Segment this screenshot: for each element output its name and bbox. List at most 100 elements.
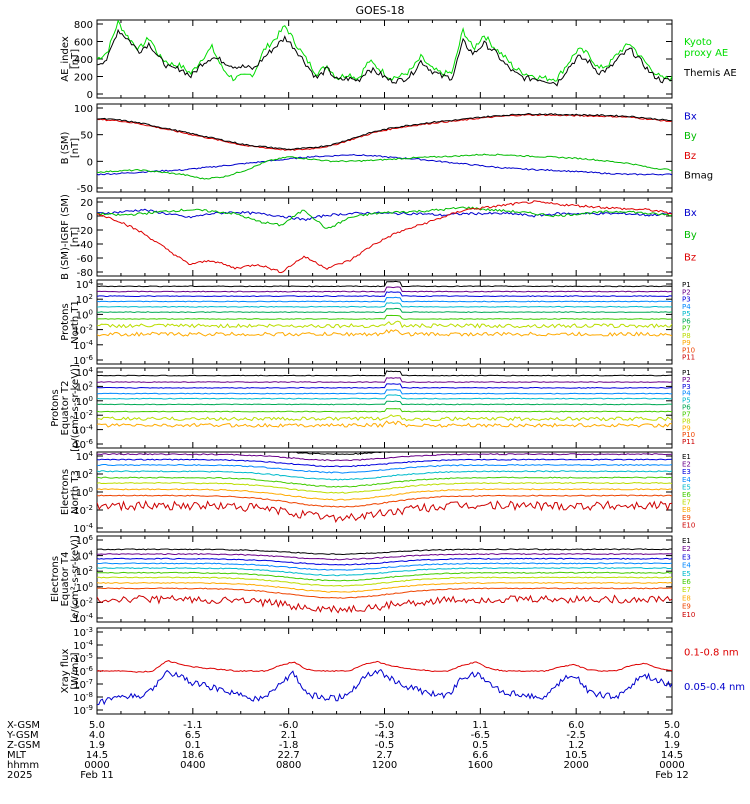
y-tick-label: 10-2 [73, 409, 93, 422]
legend-item: E2 [682, 545, 691, 553]
y-tick-label: -40 [77, 240, 93, 251]
series-line [97, 557, 672, 566]
legend-item: E2 [682, 461, 691, 469]
series-line [97, 302, 672, 308]
legend-item: E9 [682, 514, 691, 522]
ephemeris-row-label: Y-GSM [6, 730, 39, 741]
ephemeris-value: 1200 [372, 760, 397, 771]
ephemeris-value: 2.7 [377, 750, 393, 761]
legend-item: P8 [682, 332, 691, 340]
legend-item: P6 [682, 317, 691, 325]
series-line [97, 587, 672, 599]
series-line [97, 394, 672, 400]
y-tick-label: 10-8 [73, 691, 93, 704]
ephemeris-value: 10.5 [565, 750, 587, 761]
series-line [97, 481, 672, 494]
y-tick-label: -50 [77, 184, 93, 195]
series-line [97, 470, 672, 481]
plot-area [97, 370, 672, 428]
series-line [97, 407, 672, 413]
legend-item: E6 [682, 491, 691, 499]
ephemeris-value: 0.1 [185, 740, 201, 751]
plot-area [97, 20, 672, 87]
ephemeris-value: 6.0 [568, 720, 584, 731]
ephemeris-value: 1.2 [568, 740, 584, 751]
series-line [97, 389, 672, 395]
legend-item: E7 [682, 499, 691, 507]
legend-item: E1 [682, 453, 691, 461]
ephemeris-value: -0.5 [375, 740, 395, 751]
y-tick-label: 102 [76, 293, 93, 306]
legend-item: 0.1-0.8 nm [684, 648, 739, 659]
legend-item: Bx [684, 112, 697, 123]
y-tick-label: 10-7 [73, 678, 93, 691]
y-tick-label: 104 [76, 550, 94, 563]
y-axis-label: AE_index [60, 36, 71, 82]
panel-frame [96, 197, 673, 277]
series-line [97, 420, 672, 428]
series-line [97, 400, 672, 406]
y-axis-label: Protons [60, 303, 71, 340]
legend-item: By [684, 230, 697, 241]
legend-item: Bmag [684, 170, 713, 181]
ephemeris-value: 0000 [84, 760, 109, 771]
legend-item: E8 [682, 506, 691, 514]
y-axis-label: Xray flux [60, 649, 71, 694]
y-tick-label: 10-2 [73, 504, 93, 517]
y-tick-label: 10-4 [73, 424, 93, 437]
legend-item: P10 [682, 431, 695, 439]
y-axis-label: B (SM) [60, 131, 71, 164]
ephemeris-value: -6.5 [471, 730, 491, 741]
series-line [97, 329, 672, 337]
series-line [97, 548, 672, 556]
legend-item: E10 [682, 611, 695, 619]
y-tick-label: 106 [76, 534, 94, 547]
ephemeris-value: -6.0 [279, 720, 299, 731]
series-line [97, 200, 672, 274]
y-tick-label: 102 [76, 380, 93, 393]
ephemeris-value: 14.5 [661, 750, 683, 761]
legend-item: P10 [682, 346, 695, 354]
plot-area [97, 548, 672, 614]
y-axis-label: [p/(cm²-s-sr-keV)] [70, 364, 81, 452]
series-line [97, 383, 672, 389]
series-line [97, 553, 672, 561]
legend-item: P3 [682, 383, 691, 391]
ephemeris-value: -5.0 [375, 720, 395, 731]
series-line [97, 594, 672, 614]
y-axis-label: [nT] [70, 227, 81, 247]
ephemeris-row-label: Z-GSM [7, 740, 40, 751]
ephemeris-value: 1.1 [472, 720, 488, 731]
legend-item: P5 [682, 397, 691, 405]
y-axis-label: [e/(cm²-s-sr-keV)] [70, 535, 81, 623]
y-tick-label: 100 [76, 395, 93, 408]
legend-item: E1 [682, 537, 691, 545]
series-line [97, 576, 672, 587]
series-line [97, 20, 672, 82]
ephemeris-value: 0.5 [472, 740, 488, 751]
series-line [97, 453, 672, 462]
chart-title: GOES-18 [355, 4, 404, 17]
y-axis-label: Protons [50, 389, 61, 426]
legend-item: P2 [682, 288, 691, 296]
series-line [97, 280, 672, 288]
legend-item: P4 [682, 390, 691, 398]
ephemeris-value: 6.5 [185, 730, 201, 741]
panel-8: Xray flux [W/m2] 10-310-410-510-610-710-81… [60, 626, 745, 717]
y-axis-label: [nT] [70, 49, 81, 69]
y-tick-label: 100 [76, 581, 93, 594]
panel-6: Electrons North T310410210010-210-4E1E2E3… [60, 450, 695, 535]
panel-4: Protons North T110410210010-210-410-6P1P2… [60, 278, 695, 367]
ephemeris-value: 14.5 [86, 750, 108, 761]
series-line [97, 494, 672, 508]
y-tick-label: -80 [77, 268, 93, 279]
series-line [97, 320, 672, 329]
series-line [97, 153, 672, 180]
y-tick-label: 10-3 [73, 626, 93, 639]
y-tick-label: 10-4 [73, 612, 93, 625]
legend-item: P7 [682, 325, 691, 333]
y-tick-label: 100 [76, 308, 93, 321]
series-line [97, 562, 672, 571]
